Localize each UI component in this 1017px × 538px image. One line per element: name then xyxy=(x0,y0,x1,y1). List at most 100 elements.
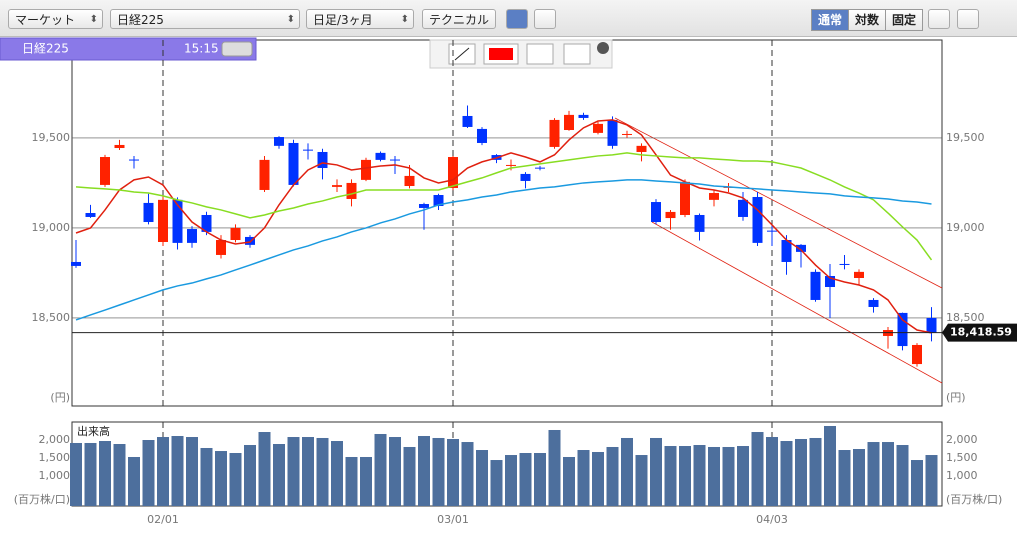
volume-bar xyxy=(447,438,459,506)
period-select[interactable]: 日足/3ヶ月 xyxy=(306,9,414,30)
candle-body xyxy=(100,157,110,185)
volume-bar xyxy=(273,443,285,506)
volume-bar xyxy=(186,437,198,506)
candle-body xyxy=(520,173,531,181)
color-swatch xyxy=(489,48,513,60)
volume-bar xyxy=(867,442,880,506)
candle-body xyxy=(143,202,154,223)
volume-bar xyxy=(418,436,430,506)
candle-body xyxy=(303,149,313,151)
moving-average xyxy=(75,119,932,334)
volume-bar xyxy=(809,437,822,506)
volume-bar xyxy=(505,455,517,506)
candle-body xyxy=(433,195,444,206)
volume-bar xyxy=(374,433,387,506)
volume-title: 出来高 xyxy=(77,424,110,438)
volume-bar xyxy=(896,445,909,506)
mode-button[interactable]: 固定 xyxy=(885,9,924,31)
volume-bar xyxy=(215,451,227,506)
candle-body xyxy=(448,157,458,188)
volume-bar xyxy=(708,446,720,506)
mode-button[interactable]: 通常 xyxy=(811,9,850,31)
candle-body xyxy=(158,199,168,242)
candle-body xyxy=(781,240,792,262)
shrink-button[interactable] xyxy=(957,9,979,29)
technical-button[interactable]: テクニカル xyxy=(422,9,497,29)
candle-body xyxy=(665,211,676,219)
y-unit-right: (円) xyxy=(946,391,966,404)
volume-bar xyxy=(548,429,561,506)
volume-tick-label: 2,000 xyxy=(946,433,978,446)
moving-average xyxy=(75,152,933,261)
cross-button[interactable] xyxy=(534,9,556,29)
eraser-tool[interactable] xyxy=(563,43,591,65)
candle-body xyxy=(172,199,183,243)
symbol-select[interactable]: 日経225 xyxy=(110,9,300,30)
moving-average xyxy=(75,179,932,321)
volume-bar xyxy=(157,437,169,506)
volume-bar xyxy=(171,436,184,506)
candle-body xyxy=(839,263,850,265)
candle-body xyxy=(593,123,603,133)
volume-bar xyxy=(534,453,546,506)
reset-button[interactable] xyxy=(928,9,950,29)
candle-body xyxy=(71,261,81,266)
candle-body xyxy=(680,181,690,215)
volume-bar xyxy=(621,437,633,506)
candle-body xyxy=(897,312,908,347)
candle-body xyxy=(419,204,429,208)
candle-body xyxy=(738,199,748,217)
market-select[interactable]: マーケット xyxy=(8,9,103,30)
candle-body xyxy=(216,240,226,255)
pen-button[interactable] xyxy=(506,9,528,29)
candle-body xyxy=(462,115,473,127)
volume-bar xyxy=(258,432,271,506)
candle-body xyxy=(230,227,241,241)
candle-body xyxy=(622,133,632,135)
volume-bar xyxy=(838,450,851,506)
volume-bar xyxy=(302,437,314,506)
y-tick-label: 19,500 xyxy=(32,131,71,144)
trend-line xyxy=(651,221,943,384)
candle-body xyxy=(477,128,487,143)
info-menu[interactable] xyxy=(221,41,253,57)
candle-body xyxy=(361,159,371,180)
candle-body xyxy=(274,137,284,146)
volume-bar xyxy=(824,425,836,506)
volume-bar xyxy=(403,446,416,506)
volume-bar xyxy=(882,442,894,506)
volume-tick-label: 1,500 xyxy=(946,451,978,464)
volume-bar xyxy=(142,440,155,506)
x-tick-label: 04/03 xyxy=(756,513,788,526)
line-icon xyxy=(454,47,470,61)
y-unit-left: (円) xyxy=(50,391,70,404)
candle-body xyxy=(535,167,545,169)
close-icon[interactable] xyxy=(597,42,609,54)
volume-bar xyxy=(911,460,923,506)
volume-bar xyxy=(925,455,938,506)
candle-body xyxy=(129,159,139,161)
candle-body xyxy=(564,114,574,131)
candle-body xyxy=(578,114,589,118)
candle-body xyxy=(854,271,864,278)
volume-bar xyxy=(331,441,343,506)
volume-bar xyxy=(490,460,503,506)
y-tick-label: 18,500 xyxy=(946,311,985,324)
candle-body xyxy=(607,119,618,146)
y-tick-label: 18,500 xyxy=(32,311,71,324)
volume-bar xyxy=(693,445,706,506)
volume-bar xyxy=(316,437,329,506)
volume-tick-label: 1,500 xyxy=(39,451,71,464)
volume-bar xyxy=(592,451,604,506)
candle-body xyxy=(346,182,357,199)
volume-bar xyxy=(650,437,662,506)
volume-bar xyxy=(84,442,97,506)
volume-bar xyxy=(229,453,242,506)
mode-button[interactable]: 対数 xyxy=(848,9,887,31)
volume-bar xyxy=(345,456,358,506)
undo-tool[interactable] xyxy=(526,43,554,65)
volume-bar xyxy=(795,438,807,506)
candle-body xyxy=(404,175,415,187)
candle-body xyxy=(201,214,212,232)
volume-bar xyxy=(99,441,111,506)
